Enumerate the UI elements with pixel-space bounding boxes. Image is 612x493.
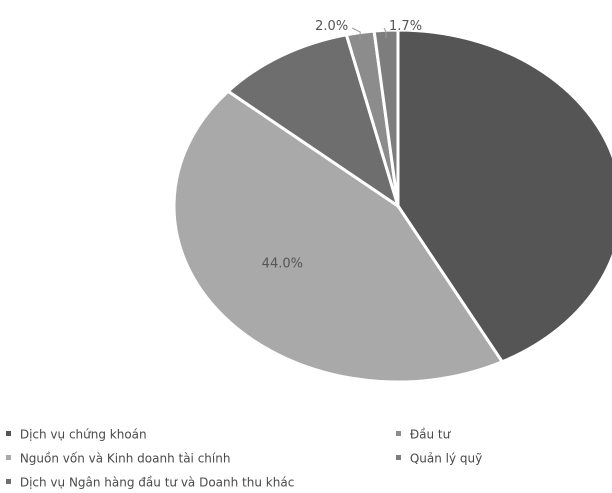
legend-item-fund-management: Quản lý quỹ: [396, 448, 482, 468]
legend-label: Đầu tư: [409, 427, 451, 442]
legend-item-investment-banking-and-other: Dịch vụ Ngân hàng đầu tư và Doanh thu kh…: [6, 472, 294, 492]
legend-item-investment: Đầu tư: [396, 424, 450, 444]
leader-line: [383, 27, 387, 39]
pie-data-label: 1.7%: [389, 19, 422, 34]
pie-data-labels: 44.0% 2.0% 1.7%: [262, 19, 422, 272]
pie-slices: [172, 28, 612, 384]
legend-label: Nguồn vốn và Kinh doanh tài chính: [19, 451, 231, 466]
legend-label: Quản lý quỹ: [409, 451, 483, 466]
pie-data-label: 2.0%: [315, 19, 348, 34]
legend-swatch: [6, 431, 11, 436]
legend-label: Dịch vụ Ngân hàng đầu tư và Doanh thu kh…: [19, 475, 295, 490]
legend-swatch: [6, 479, 11, 484]
pie-chart: 44.0% 2.0% 1.7%: [172, 19, 612, 384]
legend-item-securities-services: Dịch vụ chứng khoán: [6, 424, 147, 444]
pie-slice: [372, 28, 400, 208]
chart-legend: Dịch vụ chứng khoán Đầu tư Nguồn vốn và …: [0, 418, 612, 491]
legend-swatch: [6, 455, 11, 460]
pie-slice: [172, 89, 504, 384]
pie-slice: [226, 33, 400, 208]
pie-slice: [396, 28, 612, 364]
legend-item-capital-and-financial-trading: Nguồn vốn và Kinh doanh tài chính: [6, 448, 230, 468]
leader-line: [351, 27, 361, 41]
legend-label: Dịch vụ chứng khoán: [19, 427, 147, 442]
legend-swatch: [396, 431, 401, 436]
pie-data-label: 44.0%: [262, 257, 303, 272]
legend-swatch: [396, 455, 401, 460]
